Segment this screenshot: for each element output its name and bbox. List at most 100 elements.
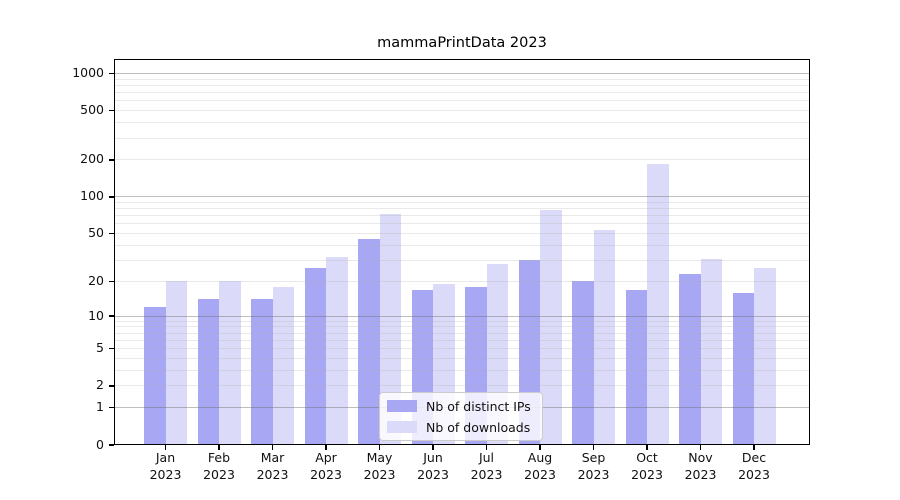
y-tick-label-200: 200: [80, 151, 104, 167]
y-tick-label-100: 100: [80, 188, 104, 204]
y-tick-label-5: 5: [96, 340, 104, 356]
x-tick-jul: [485, 445, 488, 450]
x-tick-label-dec: Dec 2023: [727, 450, 781, 483]
x-tick-month-feb: Feb: [207, 450, 231, 465]
y-tick-label-0: 0: [96, 436, 104, 452]
y-tick-label-50: 50: [88, 225, 104, 241]
bar-distinct-ips-sep: [572, 281, 594, 445]
x-tick-year-dec: 2023: [738, 466, 770, 482]
x-tick-year-aug: 2023: [524, 466, 556, 482]
y-tick-label-1: 1: [96, 399, 104, 415]
gridline-minor-400: [114, 122, 810, 124]
y-tick-0: [109, 444, 114, 446]
y-tick-200: [109, 159, 114, 161]
x-tick-label-nov: Nov 2023: [674, 450, 728, 483]
y-tick-10: [109, 315, 114, 317]
legend-item-downloads: Nb of downloads: [387, 419, 534, 435]
x-tick-may: [378, 445, 381, 450]
bar-distinct-ips-nov: [679, 274, 701, 445]
y-tick-100: [109, 196, 114, 198]
x-tick-label-mar: Mar 2023: [246, 450, 300, 483]
gridline-minor-2: [114, 385, 810, 387]
bar-downloads-sep: [593, 229, 615, 445]
bar-distinct-ips-jan: [144, 307, 166, 445]
gridline-minor-5: [114, 348, 810, 350]
bar-downloads-nov: [700, 258, 722, 445]
x-tick-label-apr: Apr 2023: [299, 450, 353, 483]
legend-label-distinct-ips: Nb of distinct IPs: [426, 398, 531, 414]
y-tick-label-1000: 1000: [72, 65, 104, 81]
x-tick-label-jul: Jul 2023: [460, 450, 514, 483]
y-tick-label-500: 500: [80, 102, 104, 118]
x-tick-year-jun: 2023: [417, 466, 449, 482]
bar-downloads-dec: [754, 267, 776, 445]
gridline-minor-40: [114, 244, 810, 246]
y-tick-5: [109, 347, 114, 350]
bar-downloads-may: [379, 214, 401, 445]
legend-label-downloads: Nb of downloads: [426, 419, 531, 435]
x-tick-year-mar: 2023: [256, 466, 289, 482]
x-tick-label-aug: Aug 2023: [513, 450, 567, 483]
y-tick-500: [109, 110, 114, 112]
x-tick-month-sep: Sep: [581, 450, 606, 465]
x-tick-jan: [164, 445, 167, 450]
bar-downloads-feb: [219, 281, 241, 445]
x-tick-month-jul: Jul: [478, 450, 495, 465]
y-tick-50: [109, 232, 114, 235]
x-tick-mar: [271, 445, 274, 450]
x-tick-year-jul: 2023: [470, 466, 503, 482]
gridline-major-100: [114, 196, 810, 198]
bar-distinct-ips-dec: [732, 292, 754, 445]
x-tick-year-jan: 2023: [149, 466, 182, 482]
y-tick-20: [109, 280, 114, 282]
x-tick-label-feb: Feb 2023: [192, 450, 246, 483]
gridline-minor-300: [114, 137, 810, 139]
gridline-minor-900: [114, 78, 810, 80]
legend-swatch-distinct-ips: [387, 400, 417, 412]
gridline-minor-700: [114, 92, 810, 94]
bar-downloads-mar: [272, 286, 294, 445]
gridline-minor-4: [114, 357, 810, 359]
legend-item-distinct-ips: Nb of distinct IPs: [387, 398, 534, 414]
x-tick-month-oct: Oct: [636, 450, 658, 465]
plot-area: [114, 59, 810, 445]
x-tick-year-oct: 2023: [631, 466, 663, 482]
x-tick-label-sep: Sep 2023: [567, 450, 621, 483]
y-tick-label-10: 10: [88, 307, 104, 323]
chart-title: mammaPrintData 2023: [377, 35, 547, 51]
gridline-minor-60: [114, 223, 810, 225]
legend-swatch-downloads: [387, 421, 417, 433]
gridline-minor-200: [114, 159, 810, 161]
x-tick-jun: [432, 445, 434, 450]
bar-distinct-ips-mar: [251, 299, 273, 445]
x-tick-apr: [325, 445, 327, 450]
x-tick-label-oct: Oct 2023: [620, 450, 674, 483]
gridline-minor-600: [114, 100, 810, 102]
bar-distinct-ips-feb: [197, 299, 219, 445]
x-tick-year-sep: 2023: [577, 466, 610, 482]
x-tick-label-may: May 2023: [353, 450, 407, 483]
gridline-minor-50: [114, 233, 810, 235]
gridline-minor-8: [114, 326, 810, 328]
x-tick-year-may: 2023: [363, 466, 396, 482]
x-tick-month-mar: Mar: [260, 450, 285, 465]
bar-downloads-apr: [326, 257, 348, 445]
bar-downloads-jan: [165, 281, 187, 445]
x-tick-aug: [539, 445, 541, 450]
gridline-minor-800: [114, 85, 810, 87]
x-tick-month-jun: Jun: [423, 450, 443, 465]
y-tick-label-2: 2: [96, 377, 104, 393]
bar-distinct-ips-may: [358, 239, 380, 445]
gridline-major-10: [114, 315, 810, 317]
gridline-minor-7: [114, 332, 810, 334]
x-tick-label-jan: Jan 2023: [139, 450, 193, 483]
bar-distinct-ips-oct: [625, 289, 647, 445]
x-tick-dec: [753, 445, 755, 450]
gridline-minor-70: [114, 215, 810, 217]
x-tick-month-jan: Jan: [155, 450, 176, 465]
legend: Nb of distinct IPs Nb of downloads: [379, 392, 543, 441]
x-tick-year-feb: 2023: [203, 466, 235, 482]
x-tick-sep: [592, 445, 595, 450]
gridline-minor-30: [114, 259, 810, 261]
